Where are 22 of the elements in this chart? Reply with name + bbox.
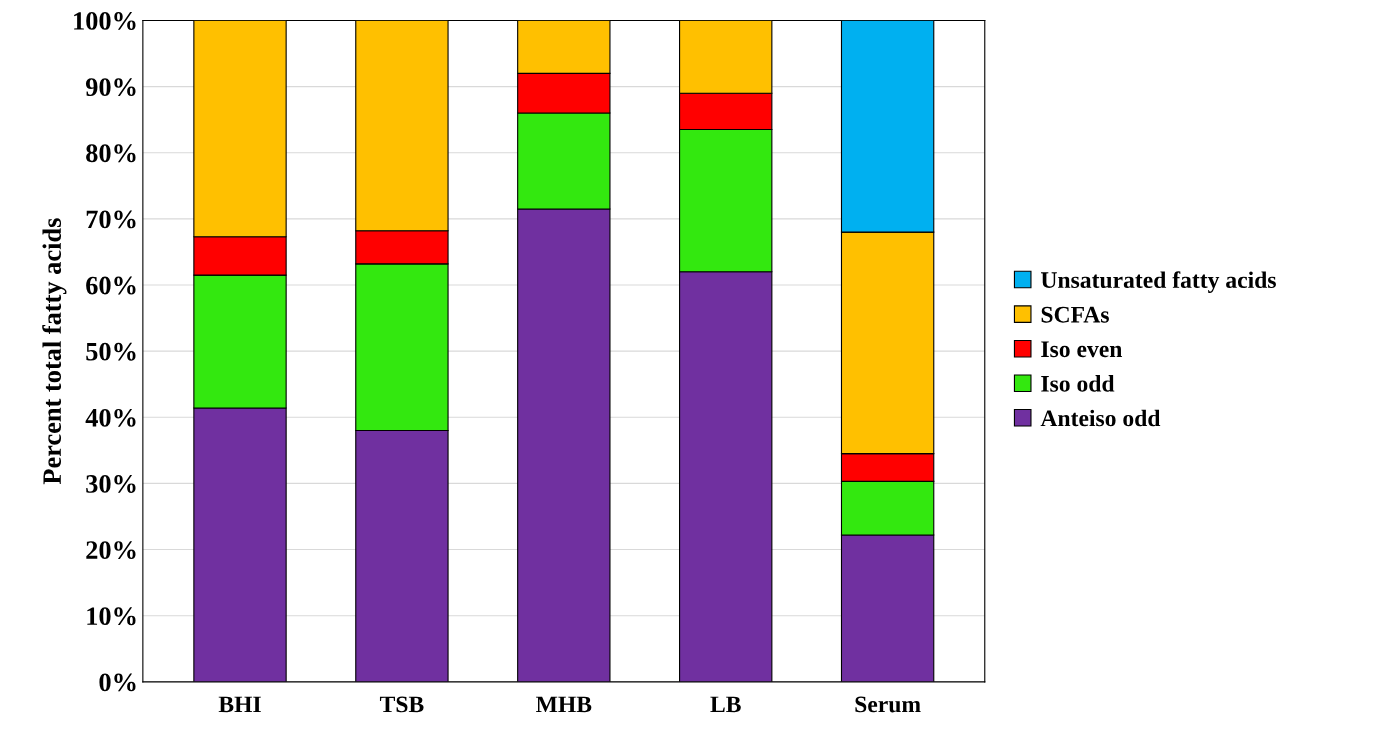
x-tick-label: TSB	[379, 696, 424, 713]
y-tick-label: 70%	[86, 210, 136, 229]
y-axis-title: Percent total fatty acids	[42, 218, 67, 485]
y-tick-label: 90%	[85, 78, 136, 97]
legend-label: Iso even	[1041, 341, 1123, 358]
y-tick-label: 0%	[99, 673, 136, 692]
y-tick-label: 60%	[86, 276, 136, 295]
y-tick-label: 100%	[74, 12, 136, 30]
x-tick-label: MHB	[536, 696, 592, 713]
x-tick-label: Serum	[855, 696, 921, 713]
legend-label: SCFAs	[1041, 306, 1109, 323]
y-tick-label: 50%	[86, 342, 136, 361]
legend-label: Unsaturated fatty acids	[1041, 271, 1276, 293]
x-tick-label: BHI	[218, 696, 261, 713]
y-tick-label: 80%	[86, 144, 136, 163]
legend-label: Anteiso odd	[1040, 409, 1161, 427]
legend-label: Iso odd	[1041, 375, 1115, 392]
y-tick-label: 40%	[85, 408, 136, 427]
y-tick-label: 10%	[87, 607, 136, 626]
y-tick-label: 30%	[86, 475, 136, 493]
x-tick-label: LB	[710, 696, 741, 713]
y-tick-label: 20%	[86, 541, 136, 560]
